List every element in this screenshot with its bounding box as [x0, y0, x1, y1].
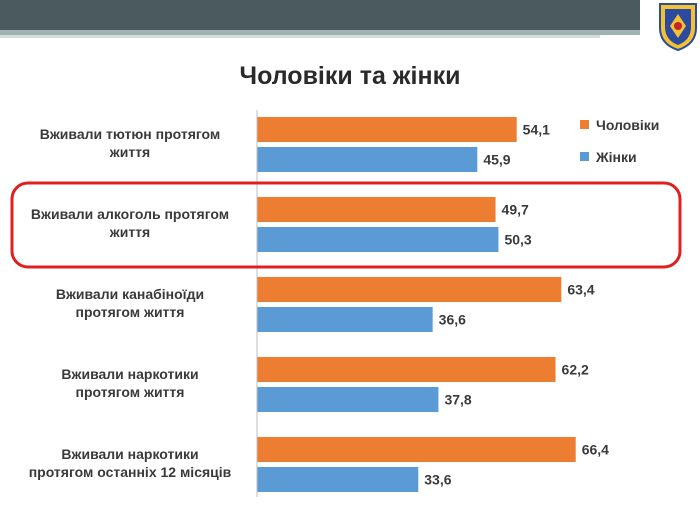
legend-label-men: Чоловіки [596, 117, 659, 133]
category-label: Вживали наркотики протягом останніх 12 мі… [29, 446, 232, 480]
data-label: 33,6 [424, 472, 451, 488]
data-label: 50,3 [504, 232, 531, 248]
category-label-line: протягом життя [76, 304, 185, 320]
category-label: Вживали наркотики протягом життя [61, 366, 198, 400]
category-label-line: Вживали наркотики [61, 366, 198, 382]
legend-label-women: Жінки [595, 149, 637, 165]
category-label-line: життя [109, 224, 150, 240]
category-label-line: життя [109, 144, 150, 160]
category-label-line: Вживали наркотики [61, 446, 198, 462]
category-label: Вживали тютюн протягом життя [40, 126, 220, 160]
header-stripe-light [0, 35, 600, 38]
data-label: 66,4 [582, 442, 609, 458]
data-label: 62,2 [562, 362, 589, 378]
category-label-line: Вживали канабіноїди [56, 286, 204, 302]
data-label: 37,8 [444, 392, 471, 408]
category-label: Вживали алкоголь протягом життя [31, 206, 229, 240]
category-label-line: Вживали алкоголь протягом [31, 206, 229, 222]
bar-women [257, 387, 439, 412]
shield-emblem-icon [659, 3, 697, 52]
data-label: 36,6 [439, 312, 466, 328]
data-label: 49,7 [502, 202, 529, 218]
category-label-line: Вживали тютюн протягом [40, 126, 220, 142]
legend-swatch-women [580, 152, 589, 161]
bar-women [257, 467, 419, 492]
bar-women [257, 147, 478, 172]
bar-men [257, 117, 517, 142]
category-label: Вживали канабіноїди протягом життя [56, 286, 204, 320]
header-stripe [0, 30, 640, 35]
bar-men [257, 437, 576, 462]
data-label: 45,9 [483, 152, 510, 168]
header-banner [0, 0, 640, 30]
chart-title: Чоловіки та жінки [239, 62, 461, 90]
bar-men [257, 277, 562, 302]
bar-women [257, 307, 433, 332]
data-label: 63,4 [567, 282, 594, 298]
data-label: 54,1 [523, 122, 550, 138]
bar-men [257, 197, 496, 222]
category-label-line: протягом останніх 12 місяців [29, 464, 232, 480]
highlight-frame [10, 181, 682, 269]
bar-women [257, 227, 499, 252]
category-label-line: протягом життя [76, 384, 185, 400]
legend-swatch-men [580, 120, 589, 129]
bar-men [257, 357, 556, 382]
